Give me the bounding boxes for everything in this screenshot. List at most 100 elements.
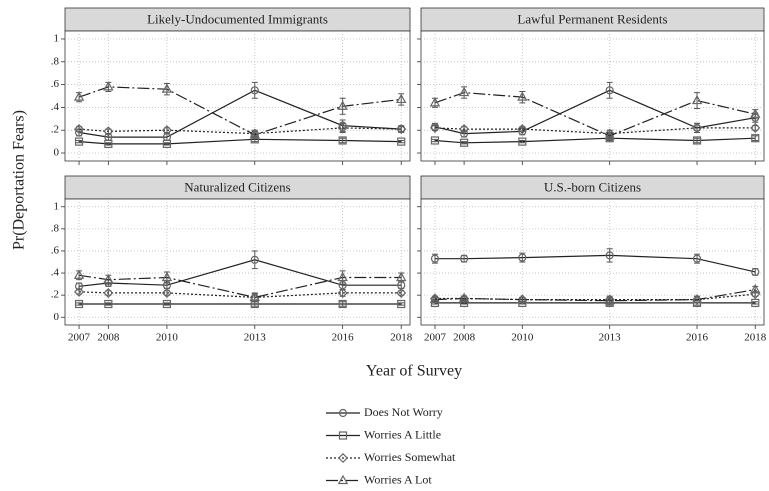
marker bbox=[429, 97, 441, 107]
marker bbox=[73, 269, 85, 279]
marker bbox=[429, 293, 441, 304]
marker bbox=[430, 254, 440, 263]
x-axis-title: Year of Survey bbox=[366, 363, 462, 380]
y-tick-label: .8 bbox=[51, 55, 60, 67]
marker bbox=[74, 286, 85, 297]
y-tick-label: .6 bbox=[51, 244, 60, 256]
marker bbox=[604, 294, 615, 305]
error-bar bbox=[398, 139, 405, 144]
error-bar bbox=[163, 302, 170, 306]
series-line bbox=[79, 259, 402, 287]
plot-area bbox=[420, 30, 765, 162]
marker bbox=[250, 86, 259, 95]
series-line bbox=[79, 274, 402, 299]
y-tick-label: 0 bbox=[54, 147, 60, 159]
marker bbox=[338, 299, 347, 309]
error-bar bbox=[606, 248, 613, 263]
plot-area bbox=[64, 30, 411, 162]
panel-title: Likely-Undocumented Immigrants bbox=[147, 11, 328, 26]
marker bbox=[517, 294, 528, 305]
y-tick-label: 0 bbox=[54, 311, 60, 323]
y-tick-label: .8 bbox=[51, 222, 60, 234]
y-tick-label: .4 bbox=[51, 267, 60, 279]
marker bbox=[692, 254, 702, 263]
y-tick-label: .2 bbox=[51, 289, 59, 301]
marker bbox=[73, 91, 85, 101]
error-bar bbox=[431, 138, 438, 143]
marker bbox=[691, 293, 703, 304]
plot-area bbox=[420, 198, 765, 326]
marker bbox=[161, 287, 172, 298]
marker bbox=[459, 293, 470, 304]
marker bbox=[459, 254, 469, 263]
error-bar bbox=[519, 296, 526, 303]
error-bar bbox=[606, 81, 613, 99]
x-tick-label: 2013 bbox=[244, 332, 267, 344]
x-tick-label: 2016 bbox=[686, 332, 709, 344]
panel-title: U.S.-born Citizens bbox=[544, 179, 641, 194]
marker bbox=[395, 271, 407, 282]
error-bar bbox=[163, 142, 170, 146]
series-line bbox=[434, 137, 756, 144]
error-bar bbox=[461, 141, 468, 145]
marker bbox=[691, 294, 703, 305]
x-tick-label: 2010 bbox=[156, 332, 179, 344]
marker bbox=[103, 273, 114, 284]
y-axis-title: Pr(Deportation Fears) bbox=[11, 110, 28, 250]
marker bbox=[751, 267, 760, 277]
marker bbox=[103, 81, 114, 91]
marker bbox=[430, 136, 440, 145]
error-bar bbox=[76, 302, 83, 306]
x-tick-label: 2008 bbox=[97, 332, 120, 344]
panel-title: Lawful Permanent Residents bbox=[517, 11, 667, 26]
marker bbox=[751, 298, 760, 307]
legend-marker bbox=[338, 408, 348, 418]
x-tick-label: 2018 bbox=[390, 332, 413, 344]
x-tick-label: 2018 bbox=[744, 332, 767, 344]
error-bar bbox=[752, 135, 759, 141]
marker bbox=[518, 253, 527, 262]
legend-label: Worries Somewhat bbox=[364, 450, 456, 464]
marker bbox=[161, 125, 172, 136]
error-bar bbox=[339, 301, 346, 307]
marker bbox=[337, 122, 348, 133]
series-line bbox=[78, 86, 402, 136]
y-tick-label: 1 bbox=[54, 33, 60, 45]
marker bbox=[692, 136, 702, 145]
x-tick-label: 2013 bbox=[599, 332, 622, 344]
marker bbox=[750, 122, 761, 133]
error-bar bbox=[339, 289, 346, 297]
marker bbox=[250, 255, 259, 264]
marker bbox=[691, 122, 703, 133]
legend-marker bbox=[337, 474, 349, 485]
marker bbox=[459, 124, 470, 135]
marker bbox=[337, 271, 348, 282]
error-bar bbox=[76, 139, 83, 144]
x-tick-label: 2010 bbox=[511, 332, 534, 344]
error-bar bbox=[431, 296, 438, 303]
marker bbox=[605, 86, 614, 95]
error-bar bbox=[105, 142, 112, 146]
panel-title: Naturalized Citizens bbox=[184, 179, 291, 194]
series-line bbox=[435, 254, 756, 273]
marker bbox=[518, 137, 527, 146]
marker bbox=[74, 137, 84, 146]
marker bbox=[103, 126, 114, 137]
marker bbox=[338, 136, 347, 145]
legend-label: Does Not Worry bbox=[364, 405, 443, 419]
series-line bbox=[79, 138, 402, 145]
x-tick-label: 2016 bbox=[332, 332, 355, 344]
marker bbox=[395, 93, 407, 104]
x-tick-label: 2007 bbox=[68, 332, 91, 344]
error-bar bbox=[519, 139, 526, 144]
legend-label: Worries A Lot bbox=[364, 472, 432, 486]
marker bbox=[691, 94, 703, 105]
x-tick-label: 2008 bbox=[453, 332, 476, 344]
marker bbox=[104, 139, 113, 148]
marker bbox=[161, 271, 173, 282]
marker bbox=[517, 124, 528, 135]
series-line bbox=[434, 91, 756, 137]
series-line bbox=[434, 289, 756, 302]
series-line bbox=[79, 89, 402, 138]
marker bbox=[750, 283, 761, 294]
